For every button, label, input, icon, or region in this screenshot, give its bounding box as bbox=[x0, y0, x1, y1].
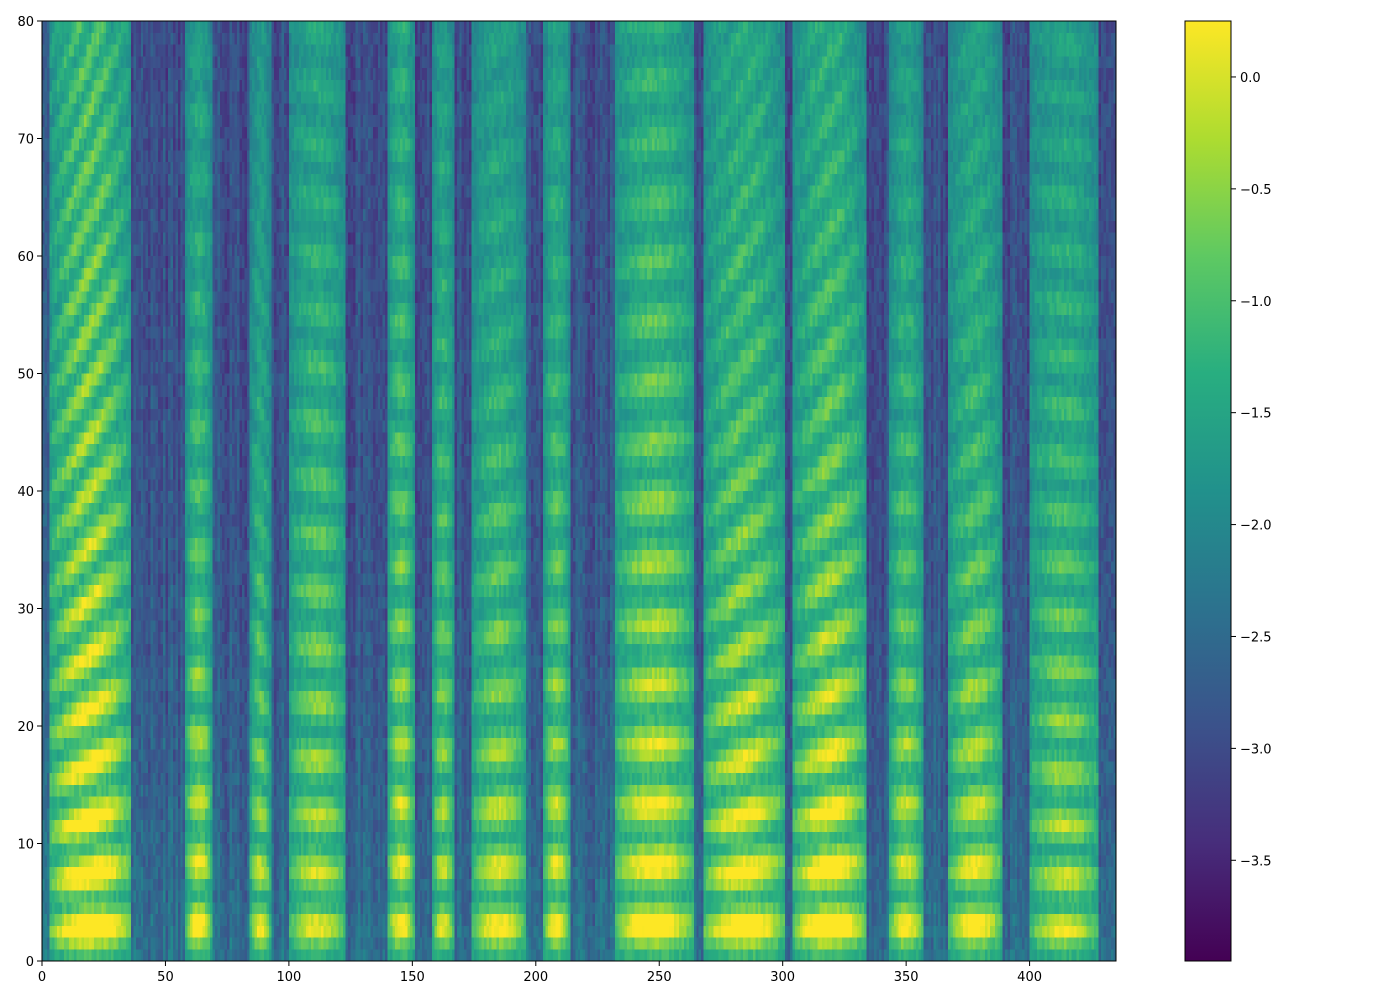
x-tick-label: 300 bbox=[770, 970, 795, 985]
x-tick-label: 150 bbox=[400, 970, 425, 985]
y-axis: 0 10 20 30 40 50 60 70 80 bbox=[17, 15, 42, 970]
colorbar-ticks: 0.0 −0.5 −1.0 −1.5 −2.0 −2.5 −3.0 −3.5 bbox=[1231, 71, 1272, 869]
colorbar-tick-label: −3.5 bbox=[1240, 854, 1272, 869]
y-tick-label: 0 bbox=[26, 955, 34, 970]
colorbar-tick-label: −1.0 bbox=[1240, 295, 1272, 310]
colorbar: 0.0 −0.5 −1.0 −1.5 −2.0 −2.5 −3.0 −3.5 bbox=[1184, 20, 1272, 962]
colorbar-gradient bbox=[1185, 21, 1231, 961]
x-tick-label: 250 bbox=[647, 970, 672, 985]
x-axis: 0 50 100 150 200 250 300 350 400 bbox=[38, 961, 1042, 985]
colorbar-tick-label: −2.0 bbox=[1240, 519, 1272, 534]
y-tick-label: 50 bbox=[17, 368, 34, 383]
colorbar-tick-label: −1.5 bbox=[1240, 407, 1272, 422]
y-tick-label: 30 bbox=[17, 603, 34, 618]
y-tick-label: 70 bbox=[17, 133, 34, 148]
y-tick-label: 10 bbox=[17, 838, 34, 853]
heatmap-cells bbox=[42, 21, 1116, 961]
x-tick-label: 0 bbox=[38, 970, 46, 985]
x-tick-label: 50 bbox=[157, 970, 174, 985]
y-tick-label: 20 bbox=[17, 720, 34, 735]
heatmap-plot-area bbox=[41, 20, 1117, 962]
colorbar-tick-label: −3.0 bbox=[1240, 742, 1272, 757]
y-tick-label: 60 bbox=[17, 250, 34, 265]
x-tick-label: 100 bbox=[276, 970, 301, 985]
colorbar-tick-label: 0.0 bbox=[1240, 71, 1261, 86]
x-tick-label: 350 bbox=[894, 970, 919, 985]
colorbar-tick-label: −0.5 bbox=[1240, 183, 1272, 198]
x-tick-label: 200 bbox=[523, 970, 548, 985]
x-tick-label: 400 bbox=[1017, 970, 1042, 985]
colorbar-frame bbox=[1184, 20, 1232, 962]
y-tick-label: 80 bbox=[17, 15, 34, 30]
colorbar-tick-label: −2.5 bbox=[1240, 630, 1272, 645]
y-tick-label: 40 bbox=[17, 485, 34, 500]
